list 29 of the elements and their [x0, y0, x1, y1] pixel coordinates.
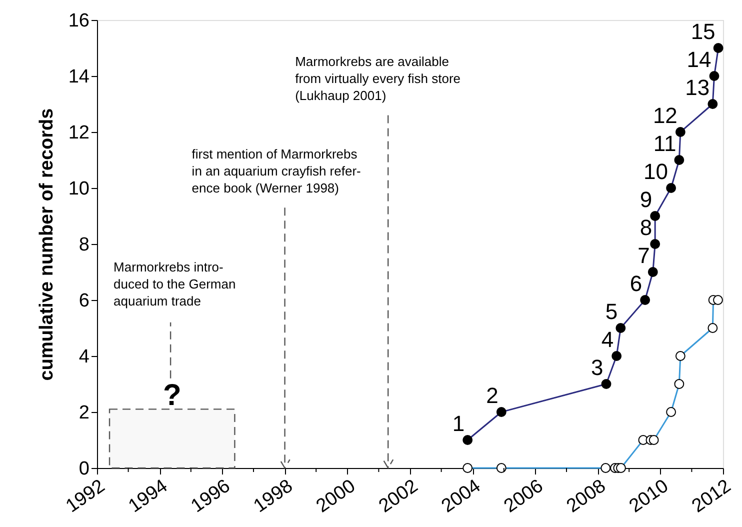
x-tick-label: 1998	[250, 476, 297, 518]
data-label: 9	[640, 187, 652, 212]
y-tick-label: 14	[68, 66, 90, 88]
data-label: 3	[591, 355, 604, 380]
data-label: 15	[690, 19, 716, 44]
data-label: 8	[640, 215, 652, 240]
y-tick-label: 10	[68, 178, 90, 200]
data-label: 6	[630, 271, 642, 296]
y-tick-label: 2	[78, 402, 90, 424]
y-tick-label: 12	[68, 122, 90, 144]
y-tick-label: 8	[78, 234, 90, 256]
ref-line-label: first mention of Marmorkrebs in an aquarium crayfish refer- ence book (Werner 1998)	[192, 146, 361, 196]
data-label: 5	[605, 299, 618, 324]
y-axis-title: cumulative number of records	[36, 108, 58, 381]
data-label: 4	[601, 327, 614, 352]
y-tick-label: 6	[78, 290, 90, 312]
y-tick-label: 4	[78, 346, 90, 368]
data-label: 14	[686, 47, 712, 72]
annotation: Marmorkrebs intro- duced to the German aquarium trade	[114, 259, 236, 308]
data-label: 1	[452, 411, 465, 436]
data-label: 10	[644, 159, 668, 184]
data-label: 13	[685, 75, 710, 100]
data-label: 2	[486, 383, 498, 408]
data-label: 7	[638, 243, 650, 268]
data-label: 11	[653, 131, 676, 156]
y-tick-label: 16	[68, 10, 90, 32]
band-label: ?	[162, 379, 182, 412]
data-label: 12	[652, 103, 678, 128]
ref-line-label: Marmorkrebs are available from virtually every fish store (Lukhaup 2001)	[295, 54, 461, 104]
